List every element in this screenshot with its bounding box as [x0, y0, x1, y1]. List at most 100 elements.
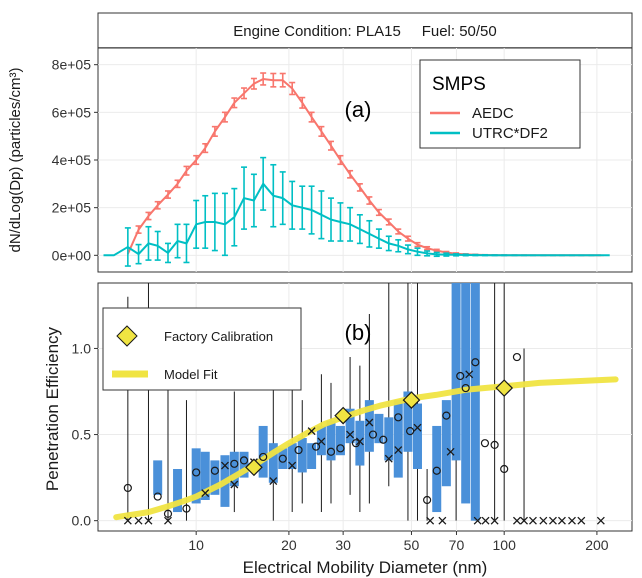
panel-b-x-tick-label: 20: [281, 537, 297, 553]
legend-model-fit-label: Model Fit: [164, 367, 218, 382]
range-bar: [393, 400, 403, 478]
cross-point: [164, 516, 172, 525]
circle-point: [471, 358, 480, 367]
cross-point: [317, 437, 326, 446]
range-bar: [200, 451, 210, 500]
range-bar: [451, 283, 461, 461]
panel-a-y-axis-label: dN/dLog(Dp) (particles/cm³): [7, 67, 24, 252]
circle-point: [423, 495, 432, 505]
cross-stroke: [520, 516, 528, 525]
range-bar: [278, 448, 288, 469]
circle-point: [490, 440, 499, 449]
range-bar: [432, 425, 442, 513]
range-bar: [384, 417, 394, 461]
cross-stroke: [413, 423, 422, 432]
panel-a: 0e+00 2e+05 4e+05 6e+05 8e+05 (a) SMPS AEDC …: [7, 47, 633, 273]
cross-point: [307, 427, 316, 436]
cross-stroke: [596, 516, 605, 525]
cross-point: [465, 370, 474, 379]
cross-point: [394, 446, 403, 455]
panel-a-y-tick-label: 0e+00: [52, 247, 92, 263]
circle-point: [500, 464, 509, 474]
cross-point: [520, 516, 528, 525]
cross-point: [384, 454, 393, 463]
range-bar: [335, 425, 345, 456]
circle-point: [480, 439, 490, 448]
cross-point: [549, 516, 557, 525]
cross-stroke: [355, 437, 364, 446]
cross-point: [355, 437, 364, 446]
cross-point: [426, 516, 435, 525]
panel-b-x-tick-label: 30: [335, 537, 351, 553]
circle-point: [406, 427, 415, 436]
cross-point: [201, 489, 210, 498]
cross-point: [346, 430, 355, 439]
cross-stroke: [269, 477, 278, 486]
cross-stroke: [426, 516, 435, 525]
panel-b-legend: Factory Calibration Model Fit: [102, 307, 302, 391]
factory-calibration-diamond: [245, 458, 263, 477]
model-fit: [113, 376, 619, 521]
cross-point: [577, 516, 586, 525]
cross-stroke: [549, 516, 557, 525]
range-bar: [403, 391, 413, 452]
x-axis-label: Electrical Mobility Diameter (nm): [243, 558, 488, 577]
cross-stroke: [557, 516, 566, 525]
cross-point: [539, 516, 548, 525]
circle-point: [123, 483, 132, 493]
panel-b-x-tick-label: 70: [449, 537, 465, 553]
range-bar: [364, 400, 374, 452]
panel-b-y-tick-label: 0.5: [72, 427, 92, 443]
circle-points: [123, 352, 522, 518]
range-bar: [229, 451, 239, 487]
circle-point: [442, 411, 451, 420]
panel-a-legend: SMPS AEDC UTRC*DF2: [419, 59, 581, 149]
range-bar: [441, 400, 451, 487]
panel-b-x-ticks: 10 20 30 50 70 100 200: [188, 531, 609, 553]
cross-stroke: [490, 516, 499, 525]
cross-point: [557, 516, 566, 525]
cross-point: [288, 461, 297, 470]
range-bar: [307, 443, 317, 469]
range-bar: [153, 460, 163, 495]
range-bar: [268, 443, 278, 483]
range-bar: [287, 443, 297, 469]
cross-stroke: [394, 446, 403, 455]
facet-strip: [97, 12, 633, 49]
circle-point: [239, 456, 249, 465]
cross-stroke: [307, 427, 316, 436]
circle-point: [461, 383, 470, 393]
range-bar: [297, 438, 307, 473]
panel-a-y-ticks: 0e+00 2e+05 4e+05 6e+05 8e+05: [52, 57, 98, 263]
circle-point: [259, 452, 268, 462]
range-bars: [153, 283, 480, 521]
range-bar: [258, 425, 268, 478]
cross-point: [481, 516, 490, 525]
cross-point: [220, 461, 229, 470]
circle-point: [182, 504, 191, 513]
range-bar: [326, 420, 336, 461]
cross-stroke: [317, 437, 326, 446]
cross-stroke: [365, 418, 374, 427]
panel-b-label: (b): [345, 320, 372, 345]
cross-stroke: [134, 516, 143, 525]
cross-stroke: [568, 516, 576, 525]
cross-stroke: [529, 516, 537, 525]
range-bar: [345, 408, 355, 444]
cross-point: [512, 516, 521, 525]
circle-point: [336, 444, 345, 453]
cross-stroke: [446, 447, 455, 456]
cross-stroke: [577, 516, 586, 525]
panel-a-y-tick-label: 4e+05: [52, 152, 92, 168]
cross-points: [123, 370, 605, 525]
range-bar: [412, 403, 422, 469]
circle-point: [278, 454, 287, 463]
cross-point: [269, 477, 278, 486]
panel-b-y-ticks: 0.0 0.5 1.0: [72, 340, 98, 529]
circle-point: [230, 459, 239, 468]
panel-a-y-tick-label: 2e+05: [52, 200, 92, 216]
factory-calibration-diamond: [495, 379, 514, 397]
cross-point: [473, 516, 482, 525]
circle-point: [351, 439, 360, 448]
range-bar: [461, 283, 471, 504]
